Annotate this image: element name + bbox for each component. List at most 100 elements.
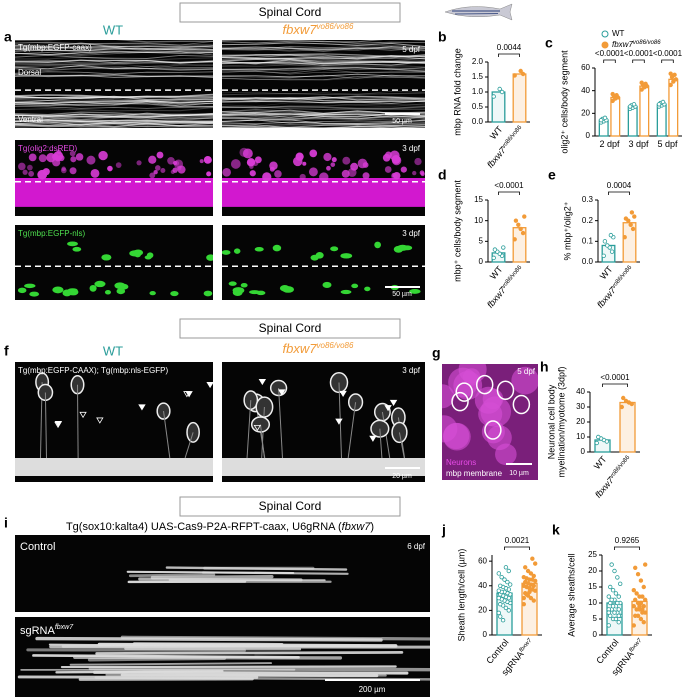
fiber [15, 93, 213, 98]
zebrafish-icon [444, 3, 513, 21]
cell [38, 154, 47, 163]
fiber [15, 113, 213, 116]
y-tick-label: 0.3 [582, 195, 594, 204]
panel-label: g [432, 345, 441, 361]
data-point [521, 595, 526, 601]
data-point [613, 591, 619, 596]
data-point [634, 591, 639, 596]
data-point [612, 610, 617, 615]
sheath [60, 665, 397, 669]
data-point [491, 94, 496, 99]
cell [302, 161, 307, 166]
fiber [222, 58, 425, 64]
data-point [656, 102, 662, 107]
fiber [15, 40, 213, 43]
fiber [222, 40, 425, 44]
title-end: ) [370, 521, 374, 533]
y-tick-label: 5 [593, 614, 598, 623]
fiber [222, 97, 425, 103]
data-point [602, 239, 608, 244]
data-point [628, 222, 633, 227]
cell [326, 165, 331, 171]
fiber [15, 63, 213, 67]
neuron [453, 371, 483, 400]
cell [46, 152, 56, 163]
fiber [15, 97, 213, 102]
stage: 3 dpf [402, 366, 421, 375]
scale-label: 20 µm [392, 473, 412, 480]
cell [37, 169, 48, 180]
fiber [15, 116, 213, 121]
nucleus [222, 250, 231, 255]
fiber [15, 51, 213, 56]
data-point [523, 579, 528, 585]
stage: 6 dpf [407, 542, 426, 551]
y-tick-label: 0 [479, 257, 484, 266]
micrograph [222, 362, 425, 482]
y-tick-label: 10 [474, 216, 483, 225]
cell [391, 155, 401, 164]
arrowhead [54, 421, 63, 428]
x-tick-label: 5 dpf [657, 139, 678, 149]
data-point [518, 226, 523, 232]
fiber [15, 51, 213, 56]
data-point [601, 253, 606, 258]
y-tick-label: 1.5 [472, 72, 484, 81]
nucleus [240, 282, 248, 288]
nucleus [409, 289, 421, 294]
nucleus [68, 288, 79, 296]
nucleus [17, 287, 27, 294]
data-point [497, 86, 502, 92]
data-point [610, 604, 616, 609]
y-axis-label: olig2⁺ cells/body segment [559, 50, 569, 154]
process [246, 400, 252, 459]
cell [350, 162, 359, 171]
fiber [15, 125, 213, 128]
data-point [643, 597, 648, 602]
bar [656, 103, 667, 137]
fiber [15, 67, 213, 71]
cell [154, 165, 161, 171]
data-point [623, 398, 629, 404]
x-tick-label: WT [488, 124, 505, 142]
fiber [222, 67, 425, 72]
significance-bracket [498, 191, 520, 195]
data-point [498, 583, 503, 588]
sheath [32, 654, 300, 659]
process [163, 411, 171, 459]
data-point [608, 584, 613, 590]
nucleus [340, 289, 352, 295]
legend-superscript: vo86/vo86 [633, 40, 661, 46]
fiber [222, 113, 425, 119]
data-point [668, 82, 673, 88]
y-axis-label: Average sheaths/cell [566, 553, 576, 636]
arrowhead [339, 390, 347, 398]
data-point [513, 218, 519, 223]
membrane [451, 391, 469, 412]
y-tick-label: 0 [593, 630, 598, 639]
cell [330, 162, 336, 167]
cell [342, 156, 351, 165]
title: Tg(sox10:kalta4) UAS-Cas9-P2A-RFPT-caax,… [66, 521, 342, 533]
cell [206, 171, 212, 177]
fiber [15, 48, 213, 52]
y-axis-label: mbp⁺ cells/body segment [452, 180, 462, 282]
condition: sgRNAfbxw7 [20, 624, 74, 637]
panel-label: h [540, 359, 549, 375]
legend-label: WT [612, 29, 625, 38]
data-point [660, 99, 666, 105]
fiber [15, 66, 213, 70]
p-value: <0.0001 [494, 181, 524, 190]
data-point [503, 565, 509, 570]
data-point [619, 404, 624, 410]
micrograph [222, 225, 425, 300]
arrowhead [138, 404, 146, 411]
cell [18, 162, 26, 171]
data-point [633, 613, 638, 618]
sheath [95, 651, 404, 655]
sheath [87, 656, 227, 662]
micrograph [15, 535, 430, 612]
cell [156, 151, 164, 159]
fiber [222, 73, 425, 78]
stage: 5 dpf [402, 45, 421, 54]
